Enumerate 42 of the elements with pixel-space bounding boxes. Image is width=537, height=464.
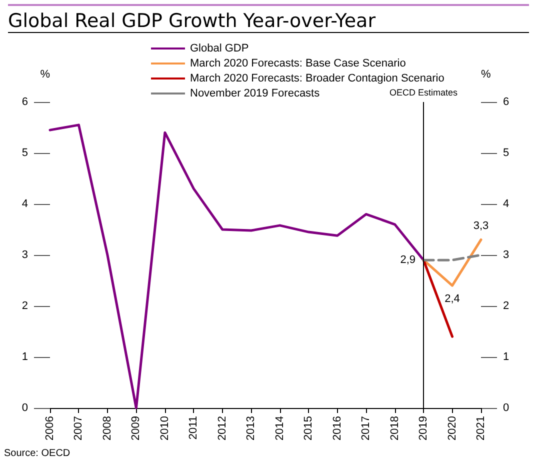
x-tick-label: 2011 — [188, 416, 200, 440]
x-tick-label: 2018 — [388, 416, 401, 440]
data-label: 2,4 — [444, 293, 460, 306]
y-tick-label: 4 — [22, 198, 28, 210]
y-tick-label: 6 — [22, 96, 28, 108]
x-tick-label: 2007 — [72, 416, 85, 440]
legend-label: November 2019 Forecasts — [190, 88, 320, 100]
x-tick-label: 2012 — [216, 416, 228, 440]
legend-label: March 2020 Forecasts: Base Case Scenario — [190, 58, 406, 70]
x-tick-label: 2009 — [130, 416, 142, 440]
x-tick-label: 2021 — [475, 416, 487, 440]
y2-tick-label: 4 — [503, 198, 510, 210]
chart-title: Global Real GDP Growth Year-over-Year — [8, 4, 529, 33]
y2-tick-label: 1 — [503, 351, 510, 363]
x-tick-label: 2006 — [44, 416, 56, 440]
data-label: 3,3 — [473, 220, 489, 232]
legend-label: March 2020 Forecasts: Broader Contagion Scenario — [190, 72, 444, 84]
ref-line-label: OECD Estimates — [390, 88, 458, 98]
x-tick-label: 2020 — [446, 416, 458, 440]
x-tick-label: 2010 — [158, 416, 171, 440]
legend-label: Global GDP — [190, 42, 249, 54]
y-tick-label: 3 — [22, 249, 28, 261]
y2-axis-title: % — [481, 68, 491, 80]
x-tick-label: 2015 — [302, 416, 315, 440]
x-tick-label: 2017 — [360, 416, 372, 440]
source-note: Source: OECD — [4, 448, 70, 459]
x-tick-label: 2008 — [101, 416, 114, 440]
y-axis-title: % — [40, 68, 50, 80]
x-tick-label: 2014 — [274, 416, 286, 440]
y2-tick-label: 0 — [503, 402, 510, 414]
y-tick-label: 0 — [22, 402, 28, 414]
y-tick-label: 2 — [22, 300, 28, 312]
x-tick-label: 2013 — [245, 416, 258, 440]
y2-tick-label: 3 — [503, 249, 510, 261]
y-tick-label: 5 — [22, 147, 28, 159]
y2-tick-label: 5 — [503, 147, 510, 159]
x-tick-label: 2019 — [418, 416, 430, 440]
x-tick-label: 2016 — [331, 416, 344, 440]
data-label: 2,9 — [400, 254, 416, 266]
y2-tick-label: 6 — [503, 96, 510, 108]
y2-tick-label: 2 — [503, 300, 510, 312]
y-tick-label: 1 — [22, 351, 28, 363]
